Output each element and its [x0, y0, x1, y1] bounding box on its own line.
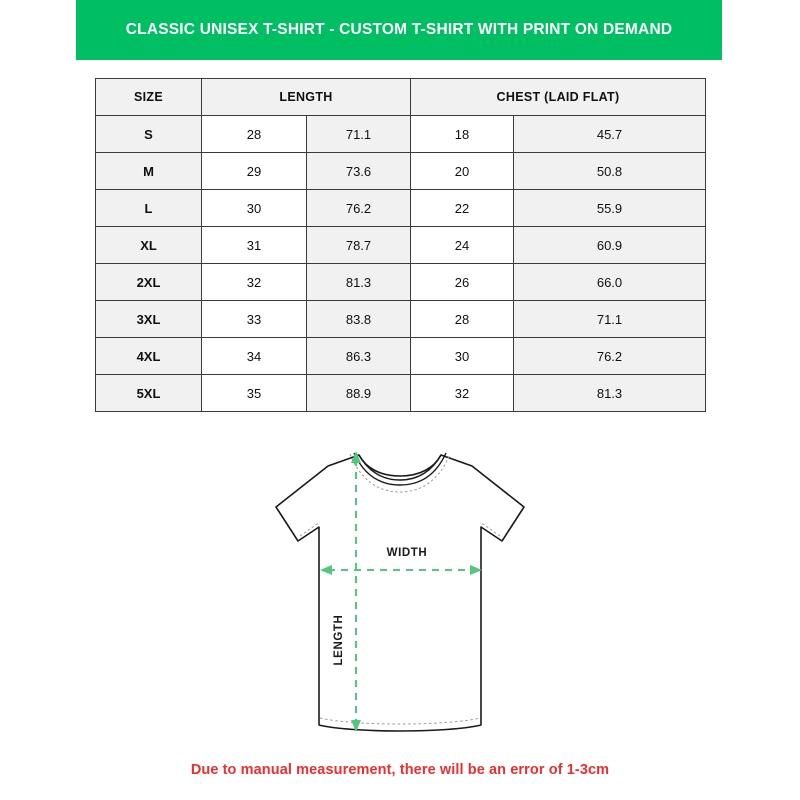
- cell-chest-cm: 81.3: [513, 374, 706, 412]
- cell-length-in: 34: [201, 337, 307, 375]
- page-title: CLASSIC UNISEX T-SHIRT - CUSTOM T-SHIRT …: [125, 21, 673, 38]
- cell-size: 3XL: [95, 300, 202, 338]
- measurement-disclaimer: Due to manual measurement, there will be…: [190, 762, 610, 778]
- sleeve-hem-icon: [275, 506, 525, 542]
- cell-chest-in: 26: [410, 263, 514, 301]
- cell-length-cm: 83.8: [306, 300, 411, 338]
- cell-chest-in: 18: [410, 115, 514, 153]
- cell-length-in: 30: [201, 189, 307, 227]
- width-measure-guide: [320, 565, 482, 575]
- cell-chest-in: 28: [410, 300, 514, 338]
- cell-chest-cm: 71.1: [513, 300, 706, 338]
- table-header: SIZE LENGTH CHEST (LAID FLAT): [95, 78, 706, 116]
- table-row: S 28 71.1 18 45.7: [95, 115, 706, 153]
- size-chart-table: SIZE LENGTH CHEST (LAID FLAT) S 28 71.1 …: [95, 78, 706, 412]
- column-header-chest: CHEST (LAID FLAT): [410, 78, 706, 116]
- cell-length-in: 31: [201, 226, 307, 264]
- cell-size: 5XL: [95, 374, 202, 412]
- cell-length-cm: 81.3: [306, 263, 411, 301]
- table-row: L 30 76.2 22 55.9: [95, 189, 706, 227]
- cell-chest-in: 32: [410, 374, 514, 412]
- tshirt-outline-icon: [275, 454, 525, 732]
- cell-length-cm: 78.7: [306, 226, 411, 264]
- collar-stitch-icon: [349, 453, 451, 493]
- cell-chest-cm: 66.0: [513, 263, 706, 301]
- cell-length-cm: 88.9: [306, 374, 411, 412]
- table-row: M 29 73.6 20 50.8: [95, 152, 706, 190]
- cell-size: M: [95, 152, 202, 190]
- cell-length-in: 35: [201, 374, 307, 412]
- table-row: 4XL 34 86.3 30 76.2: [95, 337, 706, 375]
- cell-chest-in: 30: [410, 337, 514, 375]
- cell-size: 2XL: [95, 263, 202, 301]
- cell-size: 4XL: [95, 337, 202, 375]
- cell-chest-cm: 76.2: [513, 337, 706, 375]
- cell-length-in: 29: [201, 152, 307, 190]
- table-row: 2XL 32 81.3 26 66.0: [95, 263, 706, 301]
- cell-chest-in: 24: [410, 226, 514, 264]
- cell-length-in: 33: [201, 300, 307, 338]
- cell-length-cm: 86.3: [306, 337, 411, 375]
- cell-chest-cm: 45.7: [513, 115, 706, 153]
- length-label: LENGTH: [333, 615, 345, 666]
- sleeve-hem-stitch-icon: [299, 521, 501, 537]
- column-header-length: LENGTH: [201, 78, 411, 116]
- width-label: WIDTH: [387, 547, 428, 559]
- cell-size: L: [95, 189, 202, 227]
- table-header-row: SIZE LENGTH CHEST (LAID FLAT): [95, 78, 706, 116]
- cell-chest-cm: 50.8: [513, 152, 706, 190]
- table-body: S 28 71.1 18 45.7 M 29 73.6 20 50.8 L 30…: [95, 115, 706, 412]
- cell-size: S: [95, 115, 202, 153]
- cell-chest-in: 20: [410, 152, 514, 190]
- table-row: 5XL 35 88.9 32 81.3: [95, 374, 706, 412]
- column-header-size: SIZE: [95, 78, 202, 116]
- cell-length-cm: 71.1: [306, 115, 411, 153]
- collar-icon: [353, 452, 447, 486]
- cell-chest-cm: 55.9: [513, 189, 706, 227]
- table-row: XL 31 78.7 24 60.9: [95, 226, 706, 264]
- cell-length-in: 28: [201, 115, 307, 153]
- bottom-hem-stitch-icon: [319, 717, 481, 725]
- length-measure-guide: [351, 451, 361, 732]
- table-row: 3XL 33 83.8 28 71.1: [95, 300, 706, 338]
- cell-length-in: 32: [201, 263, 307, 301]
- chart-title-banner: CLASSIC UNISEX T-SHIRT - CUSTOM T-SHIRT …: [76, 0, 722, 60]
- tshirt-measurement-diagram: WIDTH LENGTH: [240, 435, 560, 745]
- cell-chest-in: 22: [410, 189, 514, 227]
- cell-length-cm: 76.2: [306, 189, 411, 227]
- cell-size: XL: [95, 226, 202, 264]
- cell-length-cm: 73.6: [306, 152, 411, 190]
- cell-chest-cm: 60.9: [513, 226, 706, 264]
- size-chart-table-container: SIZE LENGTH CHEST (LAID FLAT) S 28 71.1 …: [95, 78, 706, 412]
